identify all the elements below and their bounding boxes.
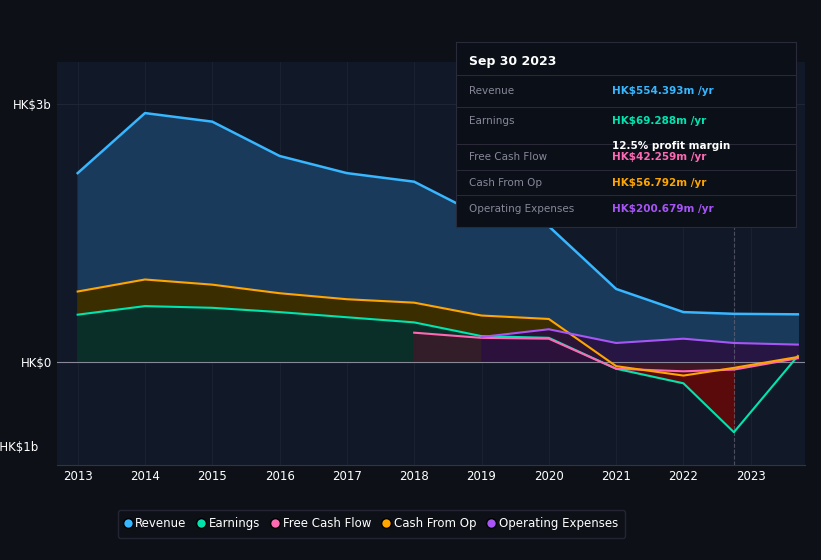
Text: Free Cash Flow: Free Cash Flow [470,152,548,162]
Text: HK$69.288m /yr: HK$69.288m /yr [612,115,707,125]
Text: HK$42.259m /yr: HK$42.259m /yr [612,152,707,162]
Text: 12.5% profit margin: 12.5% profit margin [612,142,731,151]
Legend: Revenue, Earnings, Free Cash Flow, Cash From Op, Operating Expenses: Revenue, Earnings, Free Cash Flow, Cash … [117,510,625,538]
Text: HK$56.792m /yr: HK$56.792m /yr [612,179,707,188]
Text: -HK$1b: -HK$1b [0,441,39,454]
Text: Sep 30 2023: Sep 30 2023 [470,55,557,68]
Text: Cash From Op: Cash From Op [470,179,543,188]
Text: Revenue: Revenue [470,86,515,96]
Text: Operating Expenses: Operating Expenses [470,204,575,214]
Text: Earnings: Earnings [470,115,515,125]
Text: HK$554.393m /yr: HK$554.393m /yr [612,86,714,96]
Text: HK$200.679m /yr: HK$200.679m /yr [612,204,714,214]
